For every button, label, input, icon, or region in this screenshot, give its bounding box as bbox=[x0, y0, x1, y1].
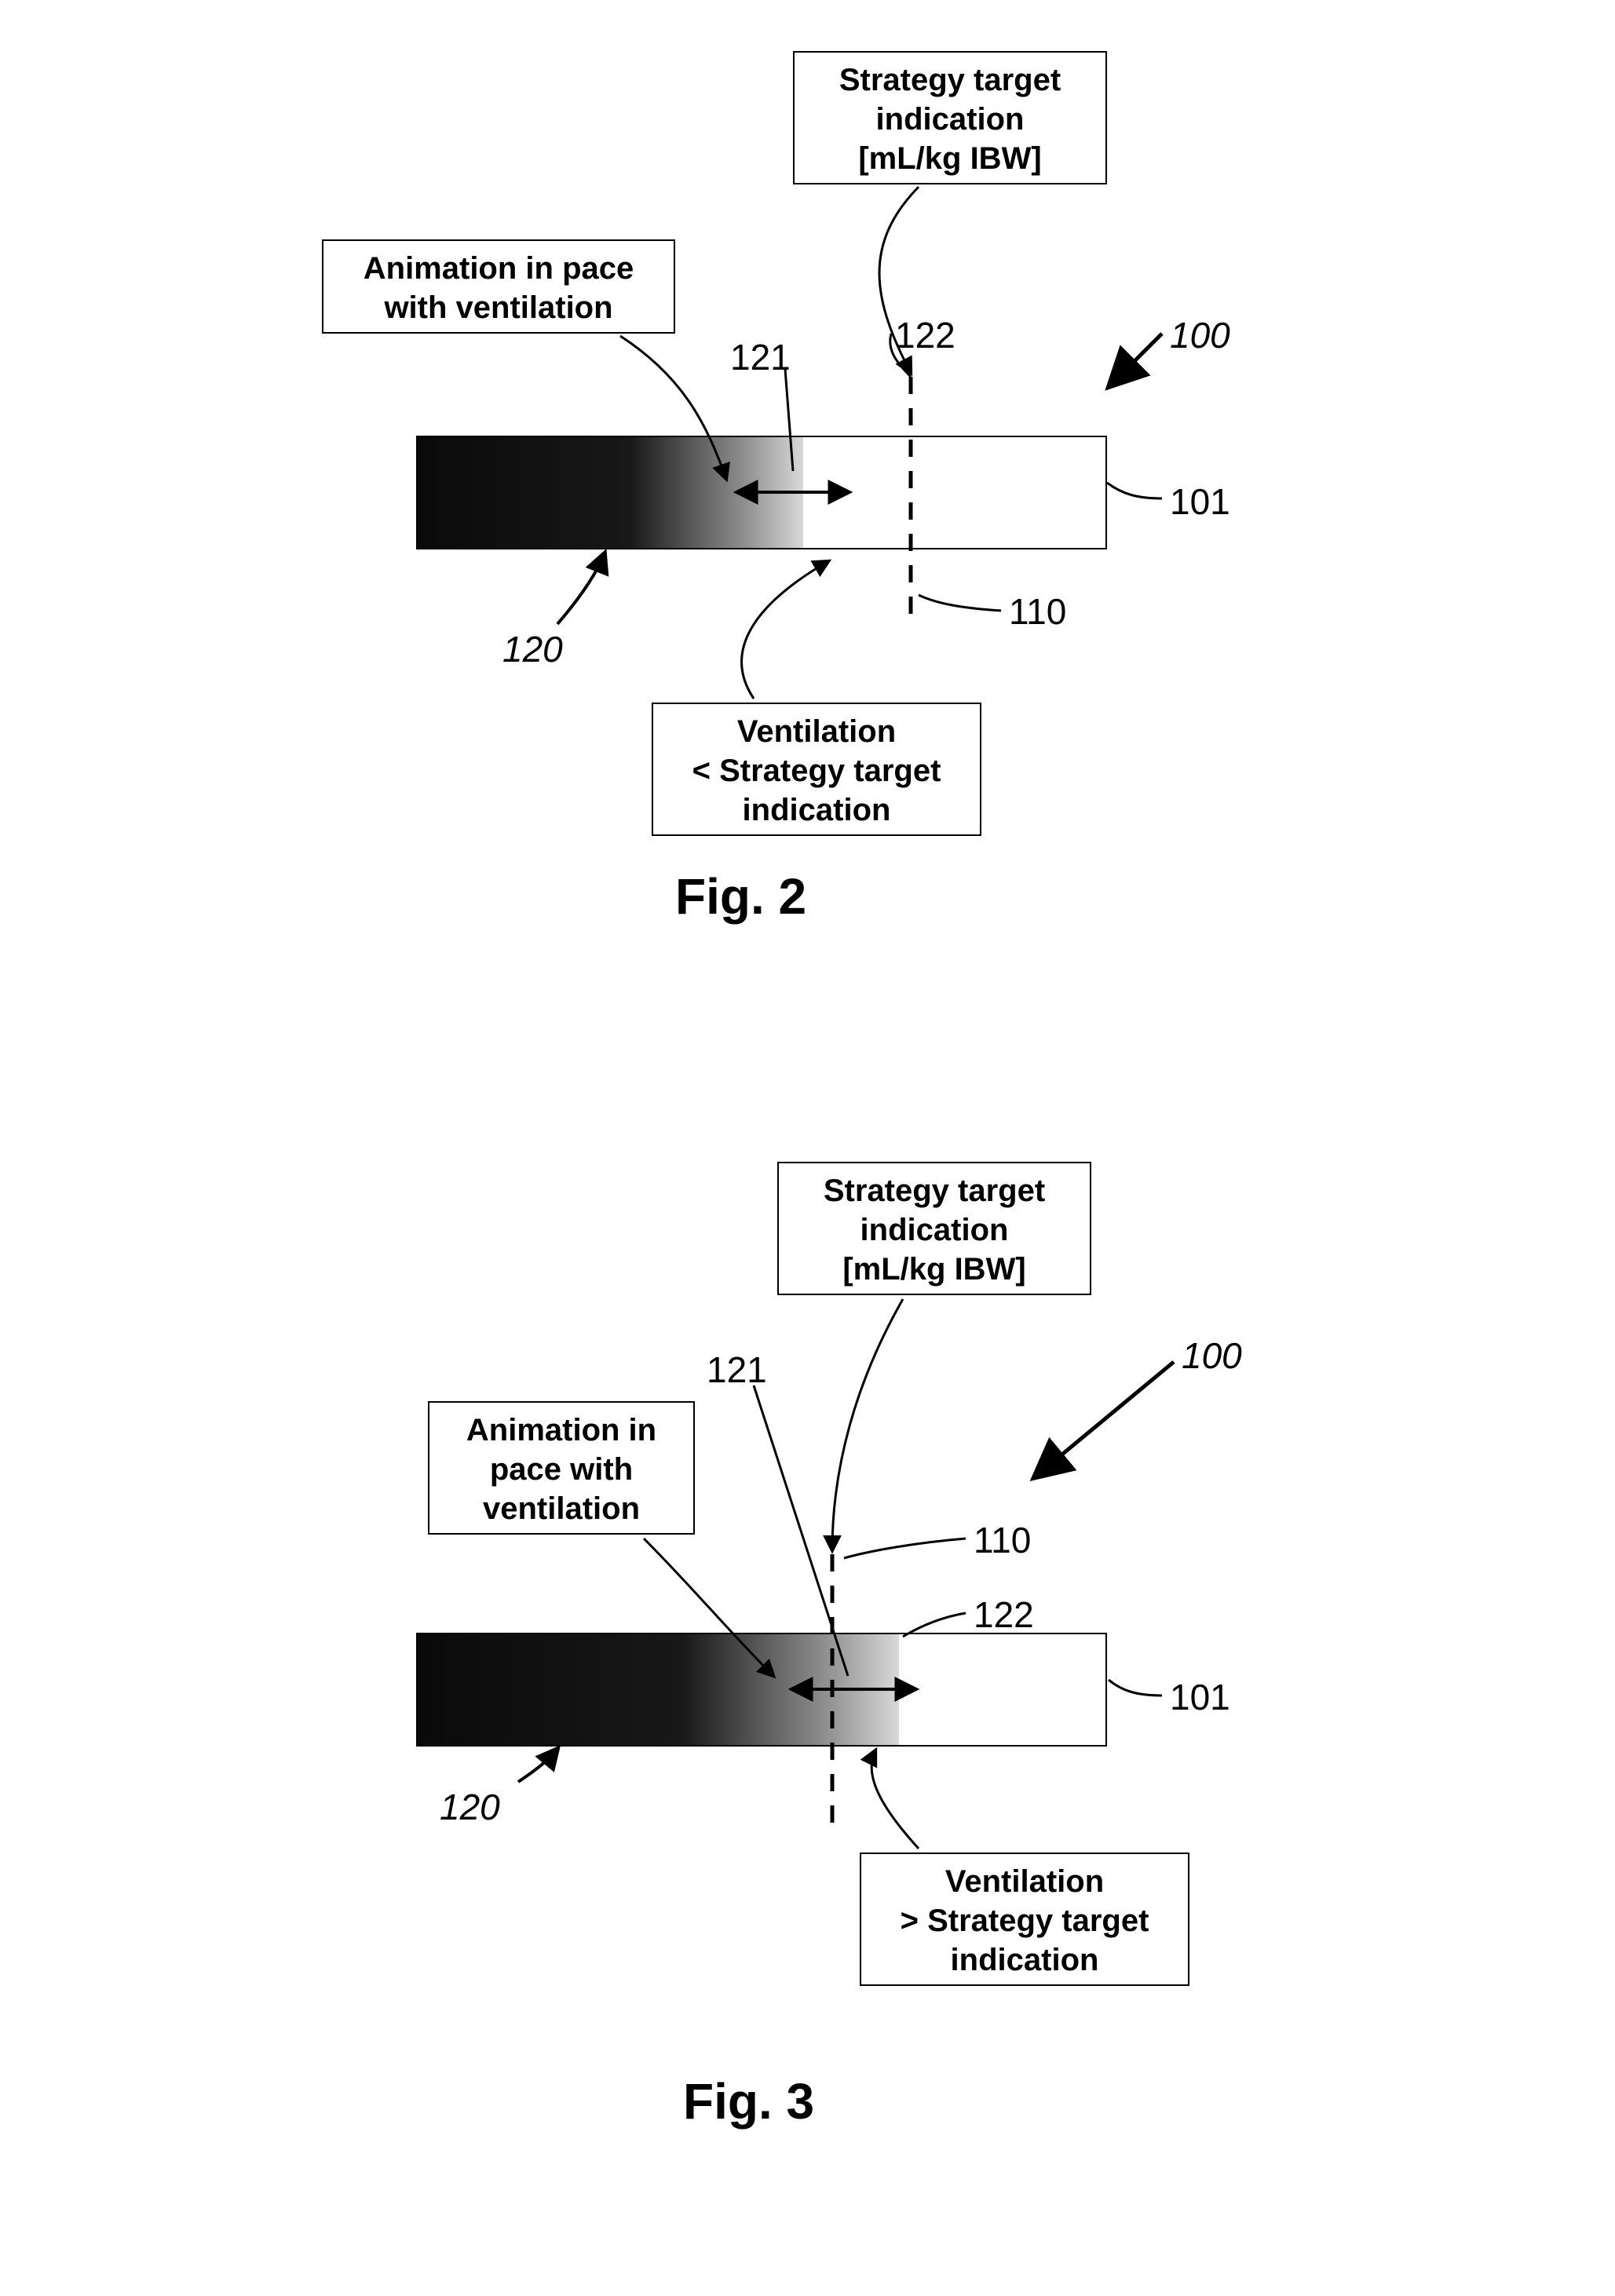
text-line: indication bbox=[667, 790, 966, 830]
text-line: Animation in bbox=[444, 1411, 679, 1450]
fig2-ref-110: 110 bbox=[1009, 590, 1066, 633]
fig2-strategy-box: Strategy target indication [mL/kg IBW] bbox=[793, 51, 1107, 184]
fig3-ref-122: 122 bbox=[974, 1593, 1034, 1636]
fig3-ref-120: 120 bbox=[440, 1786, 500, 1828]
text-line: Ventilation bbox=[667, 712, 966, 751]
connector-overlay bbox=[0, 0, 1615, 2296]
text-line: with ventilation bbox=[338, 288, 660, 327]
text-line: ventilation bbox=[444, 1489, 679, 1528]
fig2-ref-122: 122 bbox=[895, 314, 955, 356]
fig2-ref-120: 120 bbox=[502, 628, 563, 670]
fig3-caption: Fig. 3 bbox=[683, 2072, 814, 2130]
fig2-animation-box: Animation in pace with ventilation bbox=[322, 239, 675, 334]
fig2-caption: Fig. 2 bbox=[675, 867, 806, 925]
fig3-ref-110: 110 bbox=[974, 1519, 1031, 1561]
text-line: > Strategy target bbox=[875, 1901, 1174, 1940]
fig3-bar-fill bbox=[418, 1634, 899, 1745]
fig2-ref-101: 101 bbox=[1170, 480, 1230, 523]
text-line: indication bbox=[875, 1940, 1174, 1980]
diagram-canvas: Strategy target indication [mL/kg IBW] A… bbox=[0, 0, 1615, 2296]
text-line: Strategy target bbox=[809, 60, 1091, 100]
text-line: [mL/kg IBW] bbox=[793, 1250, 1076, 1289]
text-line: Animation in pace bbox=[338, 249, 660, 288]
fig3-ref-101: 101 bbox=[1170, 1676, 1230, 1718]
text-line: pace with bbox=[444, 1450, 679, 1489]
fig3-ventilation-box: Ventilation > Strategy target indication bbox=[860, 1852, 1189, 1986]
fig3-bar bbox=[416, 1633, 1107, 1747]
fig2-bar-fill bbox=[418, 437, 803, 548]
fig2-ref-121: 121 bbox=[730, 336, 791, 378]
fig3-ref-121: 121 bbox=[707, 1349, 767, 1391]
fig3-ref-100: 100 bbox=[1182, 1334, 1242, 1377]
text-line: indication bbox=[809, 100, 1091, 139]
text-line: [mL/kg IBW] bbox=[809, 139, 1091, 178]
fig2-ref-100: 100 bbox=[1170, 314, 1230, 356]
fig2-bar bbox=[416, 436, 1107, 549]
text-line: indication bbox=[793, 1210, 1076, 1250]
text-line: Ventilation bbox=[875, 1862, 1174, 1901]
fig2-ventilation-box: Ventilation < Strategy target indication bbox=[652, 703, 981, 836]
fig3-strategy-box: Strategy target indication [mL/kg IBW] bbox=[777, 1162, 1091, 1295]
text-line: < Strategy target bbox=[667, 751, 966, 790]
fig3-animation-box: Animation in pace with ventilation bbox=[428, 1401, 695, 1535]
text-line: Strategy target bbox=[793, 1171, 1076, 1210]
